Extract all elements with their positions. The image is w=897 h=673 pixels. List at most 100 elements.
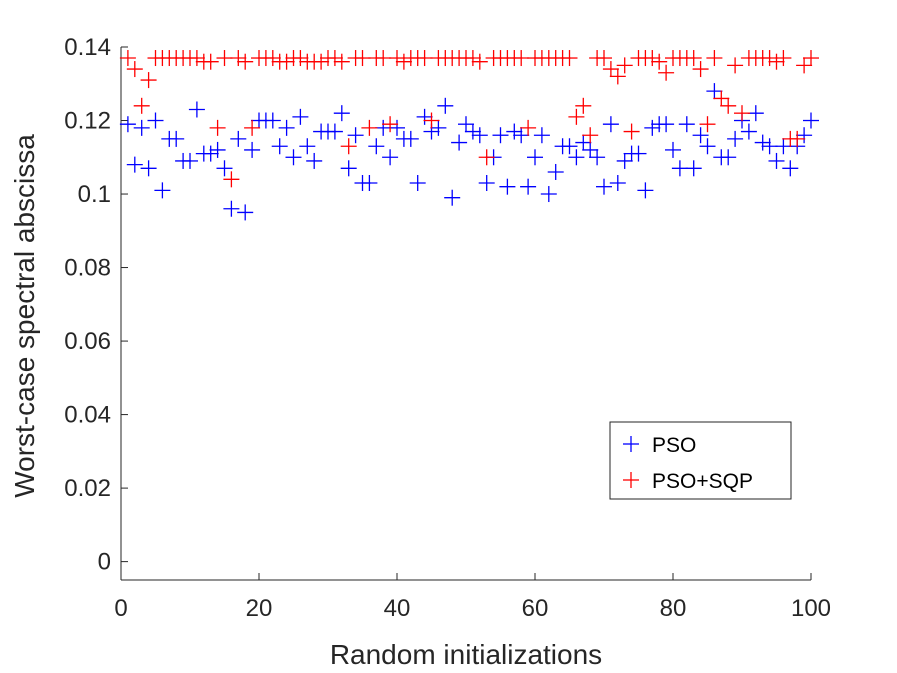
data-point [513,50,530,67]
data-point [347,127,364,144]
x-axis-ticks: 0 20 40 60 80 100 [114,573,831,622]
data-point [458,116,474,133]
data-point [596,178,612,195]
data-point [451,134,468,151]
data-point [361,175,378,192]
data-point [685,50,702,67]
data-point [126,156,143,173]
data-point [264,50,281,67]
data-point [416,108,433,125]
data-point [699,138,716,155]
data-point [740,123,757,140]
x-tick-label: 40 [384,595,411,622]
data-point [658,64,675,81]
data-point [671,160,688,177]
data-point [278,53,295,70]
series-pso [119,83,819,221]
y-tick-label: 0.12 [64,108,111,135]
data-point [575,134,592,151]
legend-label-pso: PSO [652,434,696,457]
data-point [154,182,171,199]
data-point [278,119,295,136]
data-point [464,50,481,67]
data-point [471,53,488,70]
x-tick-label: 0 [114,595,127,622]
data-point [354,50,371,67]
data-point [395,53,412,70]
data-point [575,97,592,114]
data-point [382,149,399,166]
data-point [333,105,350,122]
data-point [444,189,461,206]
data-point [609,175,626,192]
data-point [596,50,612,67]
data-point [630,145,647,162]
data-point [520,119,537,136]
data-point [692,127,709,144]
data-point [720,97,737,114]
data-point [271,138,288,155]
data-point [803,50,819,67]
data-point [637,182,654,199]
data-point [768,152,785,169]
data-point [582,141,599,158]
data-point [188,50,205,67]
legend-marker-icon [623,472,639,488]
data-point [361,119,378,136]
data-point [133,119,150,136]
data-point [727,130,744,147]
data-point [499,178,516,195]
data-point [216,160,233,177]
data-point [375,50,392,67]
data-point [223,171,240,188]
data-point [706,83,723,100]
data-point [285,149,302,166]
data-point [119,50,136,67]
series-pso-sqp [119,50,819,188]
y-tick-label: 0.06 [64,328,111,355]
data-point [292,50,309,67]
data-point [527,149,543,166]
data-point [126,61,143,78]
data-series [119,50,819,221]
data-point [333,53,350,70]
data-point [375,119,392,136]
y-tick-label: 0.14 [64,34,111,61]
data-point [623,123,640,140]
y-axis-ticks: 0 0.02 0.04 0.06 0.08 0.1 0.12 0.14 [64,34,128,576]
data-point [775,138,792,155]
data-point [616,152,633,169]
data-point [244,119,261,136]
x-tick-label: 100 [791,595,831,622]
data-point [389,119,405,136]
data-point [492,127,509,144]
data-point [423,112,440,129]
data-point [478,175,495,192]
data-point [692,61,709,78]
data-point [789,130,806,147]
y-tick-label: 0 [98,549,111,576]
data-point [665,141,681,158]
data-point [713,90,730,107]
y-tick-label: 0.04 [64,402,111,429]
data-point [699,116,716,133]
data-point [678,116,695,133]
data-point [616,57,633,74]
data-point [182,152,198,169]
legend-box [609,421,792,500]
data-point [223,200,240,217]
data-point [133,97,150,114]
data-point [140,160,157,177]
data-point [796,127,813,144]
data-point [306,152,323,169]
data-point [761,138,778,155]
data-point [582,127,599,144]
data-point [520,178,537,195]
data-point [727,57,744,74]
data-point [754,134,771,151]
data-point [651,53,668,70]
data-point [658,116,675,133]
data-point [803,112,819,129]
data-point [720,149,737,166]
